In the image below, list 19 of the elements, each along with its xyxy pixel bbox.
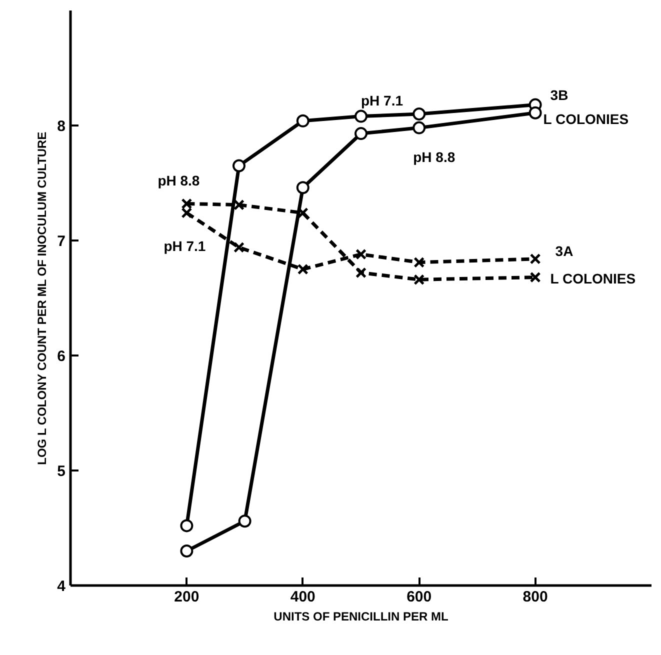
- annotation: L COLONIES: [550, 270, 636, 286]
- y-tick-label: 8: [57, 118, 66, 135]
- x-tick-label: 800: [522, 588, 548, 606]
- annotation: L COLONIES: [543, 110, 629, 127]
- annotation: 3B: [550, 86, 568, 103]
- y-tick-label: 5: [57, 463, 66, 480]
- x-tick-label: 400: [290, 588, 316, 606]
- series-label: pH 7.1: [164, 238, 206, 254]
- x-tick-label: 600: [406, 588, 432, 606]
- y-axis-title: LOG L COLONY COUNT PER ML OF INOCULUM CULTURE: [35, 132, 50, 465]
- series-label: pH 8.8: [158, 172, 200, 189]
- series-label: pH 8.8: [413, 148, 456, 165]
- x-tick-label: 200: [174, 588, 200, 606]
- x-axis-title: UNITS OF PENICILLIN PER ML: [274, 610, 448, 624]
- annotation: 3A: [555, 242, 574, 259]
- y-tick-label: 4: [57, 578, 66, 595]
- y-tick-label: 6: [57, 348, 66, 365]
- series-label: pH 7.1: [361, 92, 404, 108]
- y-tick-label: 7: [57, 233, 66, 250]
